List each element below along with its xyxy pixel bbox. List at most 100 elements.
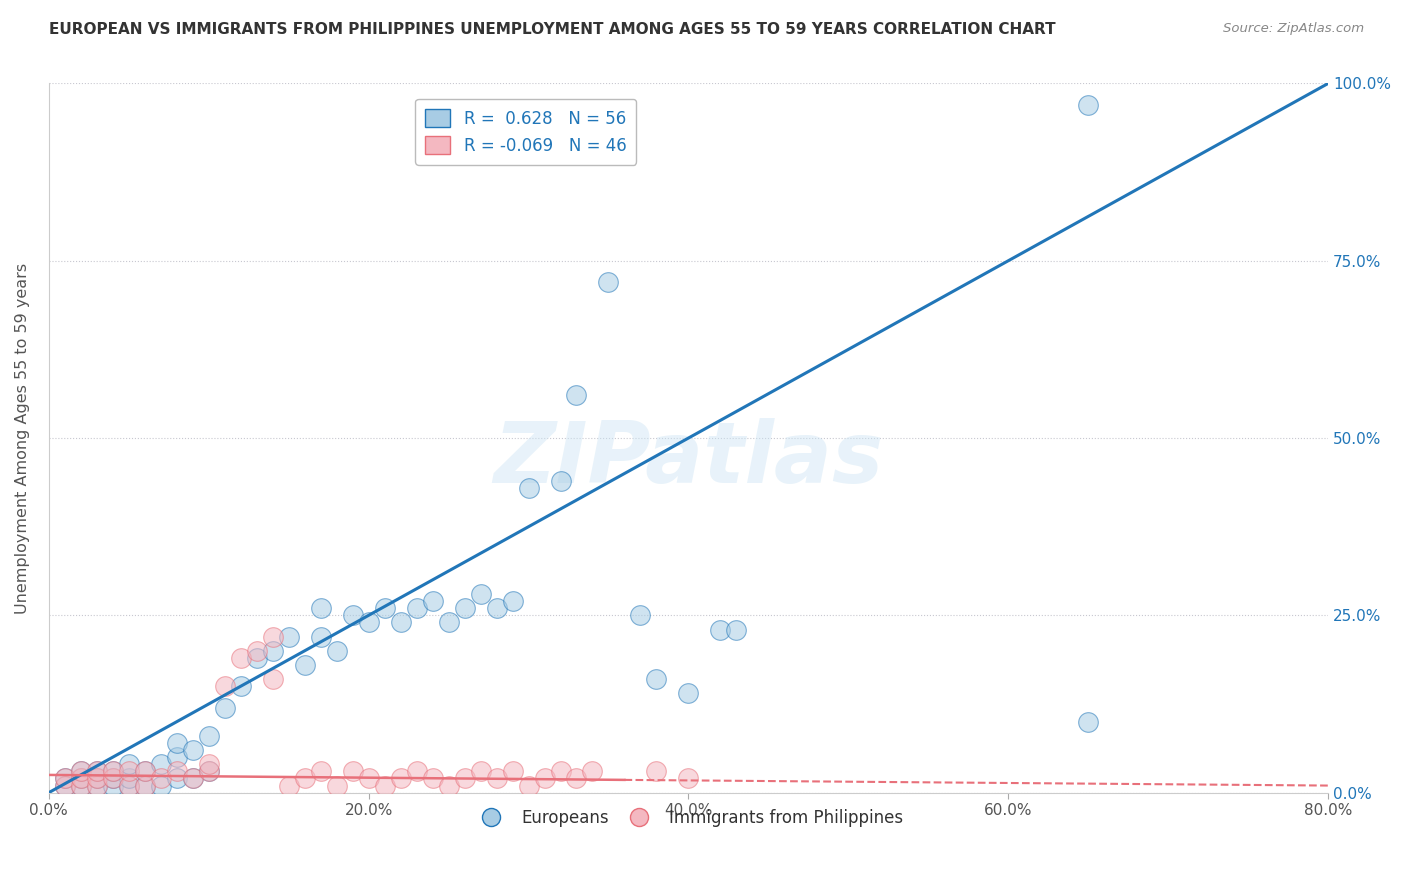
- Point: [149, 757, 172, 772]
- Point: [118, 764, 141, 779]
- Point: [181, 772, 204, 786]
- Point: [342, 608, 364, 623]
- Point: [325, 779, 347, 793]
- Point: [262, 672, 284, 686]
- Point: [134, 779, 156, 793]
- Point: [453, 772, 475, 786]
- Point: [101, 779, 124, 793]
- Point: [437, 615, 460, 630]
- Point: [1077, 714, 1099, 729]
- Point: [181, 772, 204, 786]
- Point: [101, 764, 124, 779]
- Point: [309, 764, 332, 779]
- Point: [214, 700, 236, 714]
- Point: [86, 772, 108, 786]
- Point: [214, 679, 236, 693]
- Point: [197, 764, 219, 779]
- Point: [598, 275, 620, 289]
- Point: [118, 757, 141, 772]
- Point: [118, 772, 141, 786]
- Text: EUROPEAN VS IMMIGRANTS FROM PHILIPPINES UNEMPLOYMENT AMONG AGES 55 TO 59 YEARS C: EUROPEAN VS IMMIGRANTS FROM PHILIPPINES …: [49, 22, 1056, 37]
- Text: Source: ZipAtlas.com: Source: ZipAtlas.com: [1223, 22, 1364, 36]
- Point: [294, 658, 316, 673]
- Point: [262, 644, 284, 658]
- Point: [357, 772, 380, 786]
- Point: [101, 764, 124, 779]
- Point: [630, 608, 652, 623]
- Point: [246, 644, 269, 658]
- Point: [149, 772, 172, 786]
- Point: [101, 772, 124, 786]
- Point: [453, 601, 475, 615]
- Point: [517, 779, 540, 793]
- Point: [405, 601, 427, 615]
- Point: [69, 779, 91, 793]
- Point: [485, 772, 508, 786]
- Point: [678, 686, 700, 700]
- Point: [197, 729, 219, 743]
- Point: [197, 757, 219, 772]
- Point: [86, 764, 108, 779]
- Point: [1077, 97, 1099, 112]
- Point: [517, 481, 540, 495]
- Point: [294, 772, 316, 786]
- Point: [277, 630, 299, 644]
- Point: [134, 779, 156, 793]
- Point: [565, 772, 588, 786]
- Point: [581, 764, 603, 779]
- Point: [69, 779, 91, 793]
- Point: [69, 772, 91, 786]
- Point: [533, 772, 555, 786]
- Point: [166, 736, 188, 750]
- Point: [134, 764, 156, 779]
- Point: [309, 601, 332, 615]
- Point: [246, 651, 269, 665]
- Point: [502, 764, 524, 779]
- Point: [197, 764, 219, 779]
- Point: [422, 594, 444, 608]
- Point: [86, 764, 108, 779]
- Point: [645, 672, 668, 686]
- Point: [69, 772, 91, 786]
- Point: [69, 764, 91, 779]
- Point: [374, 779, 396, 793]
- Point: [262, 630, 284, 644]
- Legend: Europeans, Immigrants from Philippines: Europeans, Immigrants from Philippines: [468, 803, 910, 834]
- Point: [69, 764, 91, 779]
- Point: [437, 779, 460, 793]
- Point: [118, 779, 141, 793]
- Point: [86, 772, 108, 786]
- Point: [309, 630, 332, 644]
- Point: [550, 474, 572, 488]
- Point: [725, 623, 748, 637]
- Point: [277, 779, 299, 793]
- Point: [229, 651, 252, 665]
- Point: [166, 750, 188, 764]
- Point: [325, 644, 347, 658]
- Point: [405, 764, 427, 779]
- Point: [166, 764, 188, 779]
- Point: [53, 779, 76, 793]
- Point: [485, 601, 508, 615]
- Point: [86, 779, 108, 793]
- Point: [550, 764, 572, 779]
- Point: [118, 779, 141, 793]
- Point: [470, 587, 492, 601]
- Point: [101, 772, 124, 786]
- Point: [229, 679, 252, 693]
- Text: ZIPatlas: ZIPatlas: [494, 417, 883, 500]
- Point: [53, 779, 76, 793]
- Y-axis label: Unemployment Among Ages 55 to 59 years: Unemployment Among Ages 55 to 59 years: [15, 262, 30, 614]
- Point: [422, 772, 444, 786]
- Point: [181, 743, 204, 757]
- Point: [86, 779, 108, 793]
- Point: [565, 388, 588, 402]
- Point: [470, 764, 492, 779]
- Point: [389, 615, 412, 630]
- Point: [53, 772, 76, 786]
- Point: [502, 594, 524, 608]
- Point: [374, 601, 396, 615]
- Point: [149, 779, 172, 793]
- Point: [709, 623, 731, 637]
- Point: [389, 772, 412, 786]
